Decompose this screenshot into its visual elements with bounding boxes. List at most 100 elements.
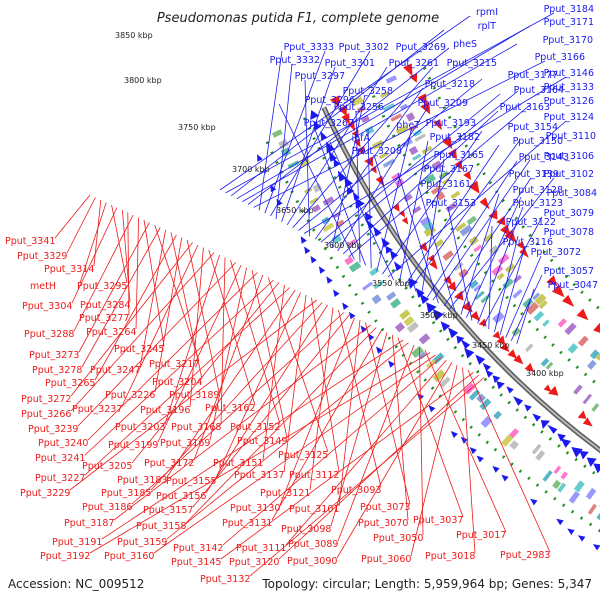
gene-label: Pput_3110	[546, 131, 596, 142]
forward-gene-arrow	[593, 463, 600, 474]
forward-gene-arrow	[592, 544, 600, 551]
leader-line	[157, 264, 242, 443]
gene-label: Pput_3341	[5, 236, 55, 247]
gene-label: Pput_3123	[513, 198, 563, 209]
forward-gene-arrow	[348, 311, 356, 320]
cds-feature-block	[468, 389, 481, 401]
leader-line	[373, 154, 417, 292]
reverse-gene-arrow	[375, 175, 385, 187]
reverse-gene-arrow	[479, 197, 490, 210]
leader-line	[426, 160, 518, 298]
cds-feature-block	[434, 238, 445, 248]
gene-label: Pput_3265	[45, 378, 95, 389]
leader-line	[219, 15, 471, 191]
gene-label: Pput_3093	[331, 485, 381, 496]
forward-gene-arrow	[464, 348, 475, 359]
cds-feature-block	[364, 125, 375, 135]
leader-line	[337, 344, 415, 542]
forward-gene-arrow	[318, 266, 326, 274]
forward-gene-arrow	[496, 381, 505, 390]
leader-line	[78, 222, 150, 353]
forward-gene-arrow	[326, 276, 333, 284]
leader-line	[443, 177, 532, 307]
cds-feature-block	[442, 250, 455, 261]
reverse-gene-arrow	[543, 384, 552, 393]
gene-label: Pput_3295	[77, 281, 127, 292]
forward-gene-arrow	[456, 335, 465, 344]
leader-line	[488, 225, 493, 330]
gene-label: Pput_3240	[38, 438, 88, 449]
reverse-gene-arrow	[427, 254, 436, 263]
leader-line	[410, 364, 458, 557]
gene-label: Pput_3047	[548, 280, 598, 291]
cds-feature-block	[309, 197, 319, 205]
cds-feature-block	[587, 359, 597, 370]
gene-label: Pput_3128	[513, 185, 563, 196]
gene-label: Pput_3166	[535, 52, 585, 63]
cds-feature-block	[473, 284, 482, 292]
cds-feature-block	[463, 382, 476, 395]
gene-label: Pput_3296	[305, 95, 355, 106]
scale-label: 3650 kbp	[276, 206, 314, 215]
gene-label: Pput_3256	[334, 102, 384, 113]
gene-label: Pput_3332	[270, 55, 320, 66]
scale-label: 3600 kbp	[324, 241, 362, 250]
cds-feature-block	[348, 239, 357, 247]
cds-feature-block	[422, 220, 434, 231]
cds-feature-block	[525, 301, 540, 315]
gene-label: Pput_3301	[325, 58, 375, 69]
scale-label: 3800 kbp	[124, 76, 162, 85]
forward-gene-arrow	[432, 309, 444, 321]
leader-line	[398, 140, 429, 283]
cds-feature-block	[406, 321, 419, 333]
cds-feature-block	[496, 272, 505, 281]
leader-line	[329, 141, 394, 281]
reverse-gene-arrow	[507, 349, 518, 359]
forward-gene-arrow	[556, 518, 564, 526]
cds-feature-block	[573, 480, 585, 493]
leader-line	[154, 224, 200, 362]
leader-line	[336, 362, 453, 559]
forward-gene-arrow	[475, 354, 486, 365]
forward-gene-arrow	[257, 154, 263, 162]
leader-line	[337, 106, 429, 252]
gene-label: Pput_3302	[339, 42, 389, 53]
gene-label: Pput_3121	[260, 488, 310, 499]
gene-label: Pput_3258	[343, 86, 393, 97]
gene-label: Pput_3111	[236, 543, 286, 554]
cds-feature-block	[348, 261, 362, 273]
gc-dots-layer	[262, 62, 600, 533]
gc-dot-ring	[262, 134, 600, 533]
leader-line	[84, 287, 291, 476]
gene-label: Pput_3208	[352, 146, 402, 157]
leader-line	[376, 126, 413, 272]
leader-line	[164, 254, 220, 425]
leader-line	[275, 63, 293, 220]
forward-gene-arrow	[415, 287, 425, 298]
gene-label: Pput_3131	[222, 518, 272, 529]
gene-label: ihfA	[351, 133, 370, 144]
leader-line	[494, 235, 519, 333]
cds-feature-block	[479, 398, 492, 411]
gene-label: Pput_3170	[543, 35, 593, 46]
leader-line	[320, 93, 501, 243]
forward-gene-arrow	[560, 438, 572, 448]
leader-line	[313, 126, 366, 266]
gene-label: Pput_3124	[544, 112, 594, 123]
leader-line	[205, 304, 328, 494]
leader-line	[285, 359, 447, 546]
cds-feature-block	[394, 178, 405, 188]
leader-line	[278, 103, 355, 260]
leader-line	[242, 43, 518, 202]
reverse-gene-arrow	[513, 354, 524, 365]
leader-line	[54, 194, 91, 239]
leader-line	[510, 274, 543, 341]
forward-gene-arrow	[373, 226, 382, 237]
leader-line	[392, 334, 409, 521]
gene-label: Pput_3073	[360, 502, 410, 513]
gene-label: Pput_3184	[544, 4, 594, 15]
forward-gene-arrow	[375, 346, 383, 354]
forward-gene-arrow	[310, 110, 320, 120]
leader-line	[150, 302, 323, 491]
forward-gene-arrow	[393, 261, 403, 272]
